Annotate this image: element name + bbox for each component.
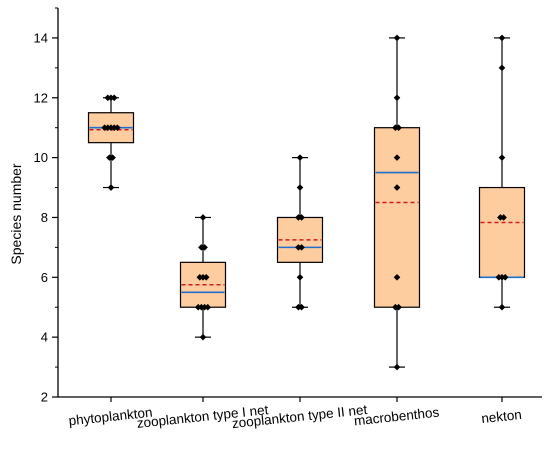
data-point (109, 154, 116, 161)
y-tick-label: 8 (41, 210, 48, 225)
y-tick-label: 2 (41, 390, 48, 405)
data-point (296, 274, 304, 281)
data-point (296, 154, 304, 161)
data-point (202, 274, 210, 281)
data-point (393, 184, 401, 191)
data-point (199, 214, 207, 221)
data-point (110, 94, 118, 102)
data-point (501, 274, 509, 281)
y-tick-label: 10 (34, 150, 48, 165)
box-iqr (478, 186, 526, 278)
data-point (498, 34, 506, 42)
y-tick-label: 14 (34, 30, 48, 45)
data-point (500, 214, 507, 221)
data-point (498, 303, 506, 311)
data-point (296, 184, 304, 191)
data-point (393, 34, 401, 42)
y-axis-title: Species number (8, 163, 24, 265)
data-point (114, 124, 121, 131)
data-point (393, 363, 401, 371)
data-point (395, 303, 402, 311)
data-point (298, 214, 305, 221)
data-point (201, 244, 208, 251)
x-category-label: nekton (481, 407, 523, 426)
y-tick-label: 6 (41, 270, 48, 285)
data-point (298, 303, 305, 311)
data-point (393, 274, 401, 281)
data-point (393, 154, 401, 161)
data-point (393, 94, 401, 102)
data-point (199, 333, 207, 341)
data-point (498, 154, 506, 161)
data-point (107, 184, 115, 191)
y-tick-label: 4 (41, 330, 48, 345)
data-point (204, 303, 212, 311)
y-tick-label: 12 (34, 90, 48, 105)
data-point (298, 244, 305, 251)
data-point (395, 124, 402, 131)
data-point (498, 64, 506, 72)
